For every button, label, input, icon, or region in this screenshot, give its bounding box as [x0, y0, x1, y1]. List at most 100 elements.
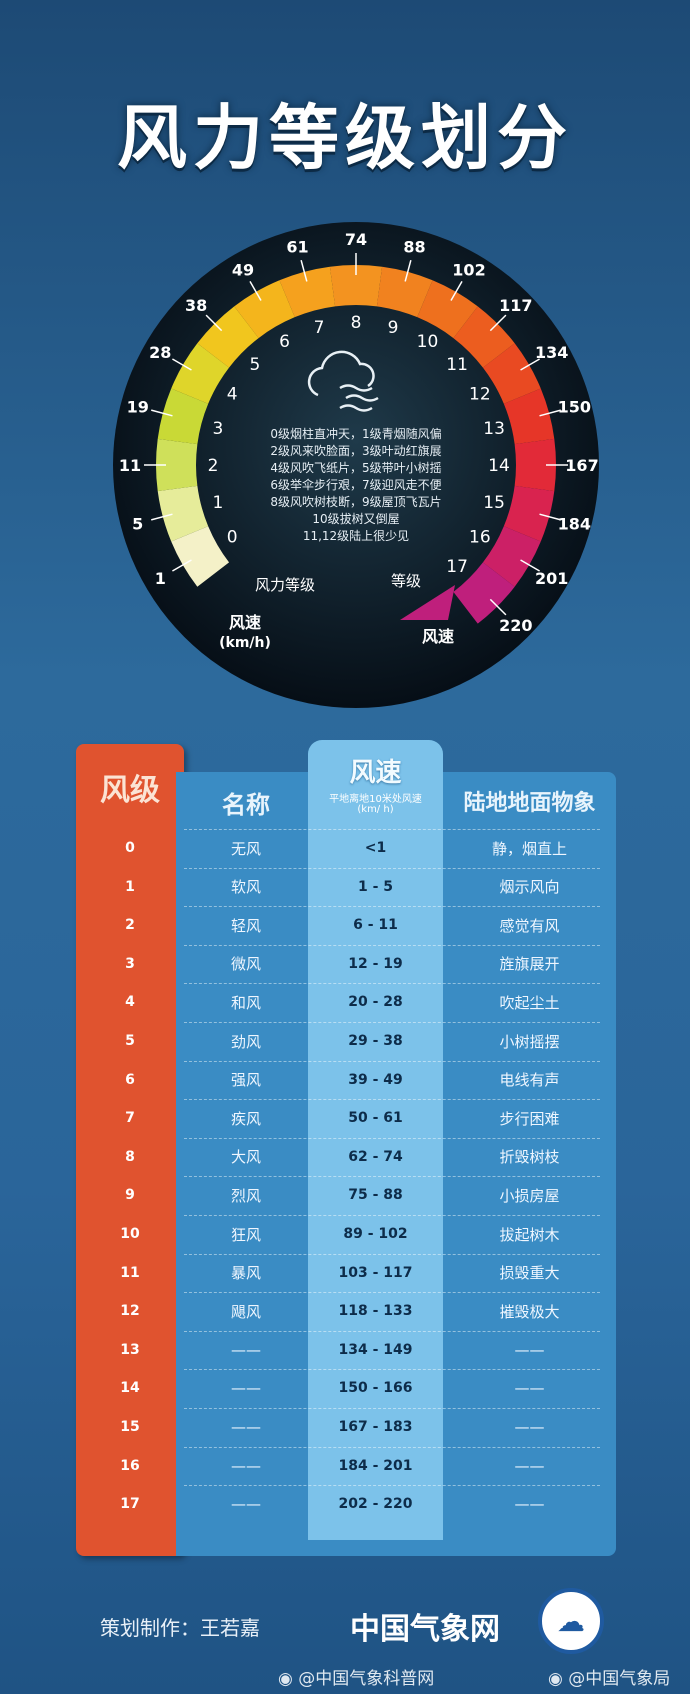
- speed-column: [308, 740, 443, 1540]
- speed-label: 1: [155, 569, 166, 588]
- cell-land: 旌旗展开: [499, 955, 560, 974]
- gauge-band-segment: [156, 438, 198, 492]
- cell-land: 步行困难: [499, 1109, 560, 1128]
- header-name: 名称: [222, 791, 270, 819]
- level-label: 7: [314, 318, 325, 338]
- cell-speed: <1: [364, 840, 387, 856]
- table-row: 9 烈风 75 - 88 小损房屋: [76, 1176, 616, 1214]
- cell-speed: 202 - 220: [338, 1496, 413, 1513]
- table-row: 8 大风 62 - 74 折毁树枝: [76, 1138, 616, 1176]
- row-divider: [184, 867, 600, 869]
- speed-caption-left: 风速: [229, 613, 261, 632]
- row-divider: [184, 944, 600, 946]
- cell-speed: 1 - 5: [357, 878, 394, 895]
- cell-level: 9: [125, 1187, 135, 1204]
- weibo-handle-1[interactable]: ◉ @中国气象科普网: [278, 1669, 435, 1689]
- table-row: 7 疾风 50 - 61 步行困难: [76, 1099, 616, 1137]
- speed-label: 134: [535, 343, 568, 362]
- cell-speed: 184 - 201: [338, 1457, 413, 1474]
- table-row: 14 —— 150 - 166 ——: [76, 1369, 616, 1407]
- weibo-handle-2[interactable]: ◉ @中国气象局: [548, 1669, 671, 1689]
- cell-level: 13: [120, 1341, 140, 1358]
- cell-land: 静，烟直上: [491, 839, 567, 858]
- gauge-band-segment: [197, 306, 259, 368]
- cell-speed: 134 - 149: [338, 1341, 413, 1358]
- speed-label: 38: [185, 296, 207, 315]
- rhyme-line: 4级风吹飞纸片，5级带叶小树摇: [270, 460, 441, 475]
- level-label: 15: [483, 493, 505, 513]
- cell-land: 烟示风向: [499, 878, 560, 897]
- gauge-band-segment: [503, 388, 555, 445]
- row-divider: [184, 983, 600, 985]
- level-caption-right: 等级: [391, 572, 421, 590]
- level-label: 4: [227, 385, 238, 405]
- cell-name: 软风: [230, 878, 261, 897]
- cell-level: 10: [120, 1226, 140, 1242]
- speed-label: 11: [119, 456, 141, 475]
- level-caption-left: 风力等级: [255, 576, 315, 594]
- level-label: 3: [212, 419, 223, 439]
- gauge-band-segment: [171, 526, 230, 587]
- gauge-band-segment: [376, 266, 433, 318]
- arrow-icon: [400, 585, 455, 620]
- header-land: 陆地地面物象: [463, 791, 596, 816]
- gauge-tick: [450, 281, 463, 301]
- header-speed-unit: (km/ h): [357, 804, 394, 815]
- row-divider: [184, 906, 600, 908]
- cell-level: 16: [120, 1457, 140, 1474]
- row-divider: [184, 1176, 600, 1178]
- cell-name: 和风: [230, 993, 261, 1012]
- cell-level: 5: [125, 1033, 135, 1049]
- cloud-wind-icon: [307, 350, 379, 412]
- cell-speed: 118 - 133: [338, 1303, 413, 1320]
- gauge-tick: [520, 559, 540, 572]
- cell-speed: 103 - 117: [338, 1264, 413, 1281]
- level-column: [76, 744, 184, 1556]
- cell-land: 电线有声: [499, 1071, 560, 1090]
- cell-name: 飓风: [230, 1302, 261, 1321]
- cell-land: 吹起尘土: [499, 993, 560, 1012]
- gauge-tick: [205, 314, 223, 332]
- cell-speed: 29 - 38: [348, 1033, 403, 1049]
- gauge-band-segment: [503, 485, 555, 542]
- row-divider: [184, 1099, 600, 1101]
- gauge-tick: [151, 513, 173, 521]
- speed-label: 102: [452, 260, 485, 279]
- level-label: 11: [446, 355, 468, 375]
- speed-label: 88: [403, 238, 425, 257]
- speed-caption-right: 风速: [422, 627, 454, 646]
- gauge-tick: [520, 358, 540, 371]
- table-row: 16 —— 184 - 201 ——: [76, 1447, 616, 1485]
- gauge-tick: [172, 358, 192, 371]
- gauge-tick: [539, 409, 561, 417]
- speed-label: 61: [286, 238, 308, 257]
- gauge-band-segment: [482, 526, 541, 587]
- speed-label: 49: [232, 260, 254, 279]
- gauge-band-segment: [453, 306, 515, 368]
- table-row: 11 暴风 103 - 117 损毁重大: [76, 1254, 616, 1292]
- cell-speed: 75 - 88: [348, 1187, 403, 1204]
- cell-level: 3: [125, 955, 135, 972]
- cell-land: 摧毁极大: [499, 1302, 560, 1321]
- level-label: 12: [469, 385, 491, 405]
- level-label: 10: [417, 332, 439, 352]
- rhyme-line: 10级拔树又倒屋: [312, 511, 399, 526]
- header-level: 风级: [100, 773, 160, 808]
- speed-label: 150: [558, 398, 591, 417]
- gauge-band-segment: [514, 438, 557, 492]
- page-title: 风力等级划分: [117, 97, 573, 179]
- cell-name: 狂风: [230, 1225, 261, 1244]
- cell-land: ——: [514, 1340, 545, 1359]
- row-divider: [184, 1446, 600, 1448]
- speed-label: 19: [127, 398, 149, 417]
- table-row: 0 无风 <1 静，烟直上: [76, 829, 616, 867]
- level-label: 17: [446, 557, 468, 577]
- table-row: 10 狂风 89 - 102 拔起树木: [76, 1215, 616, 1253]
- cell-land: 拔起树木: [499, 1225, 560, 1244]
- row-divider: [184, 1369, 600, 1371]
- header-speed: 风速: [349, 758, 402, 788]
- row-divider: [184, 1060, 600, 1062]
- level-label: 6: [279, 332, 290, 352]
- weibo-icon: ◉: [278, 1669, 299, 1689]
- cell-speed: 50 - 61: [348, 1110, 403, 1127]
